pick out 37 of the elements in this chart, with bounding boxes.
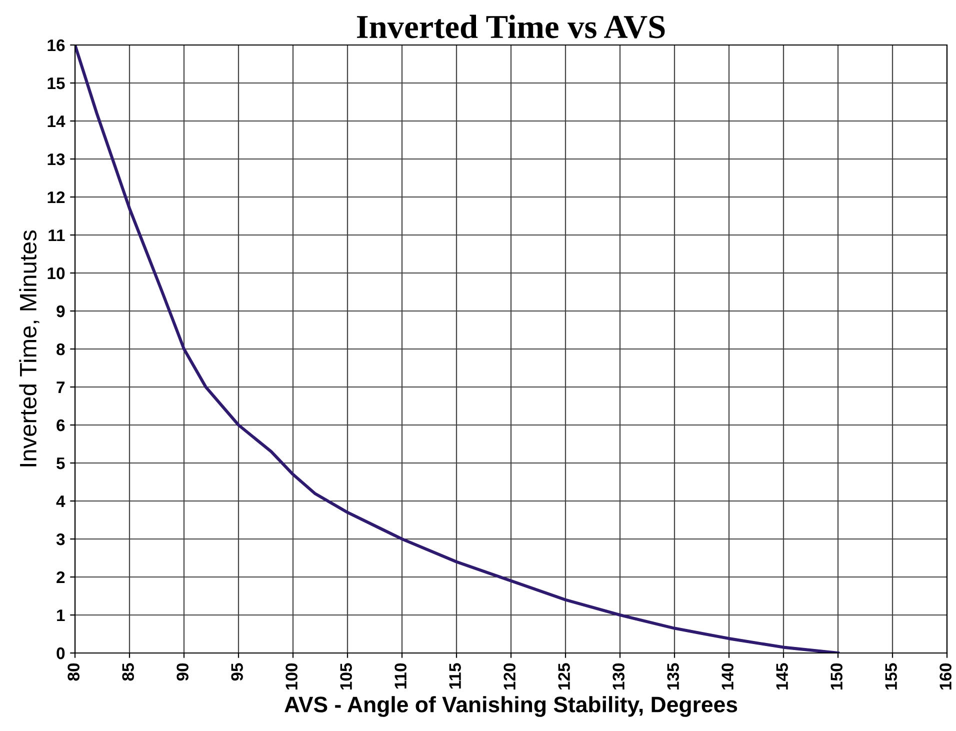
y-tick-label: 3 [56, 533, 65, 546]
y-axis-title: Inverted Time, Minutes [19, 230, 40, 466]
x-tick-label: 135 [667, 663, 679, 690]
y-tick-label: 8 [56, 343, 65, 356]
y-tick-label: 14 [48, 116, 66, 128]
x-tick-label: 130 [612, 663, 624, 690]
y-tick-label: 15 [48, 78, 65, 90]
y-tick-label: 11 [48, 230, 65, 242]
y-tick-label: 7 [56, 382, 65, 394]
y-tick-label: 13 [48, 153, 65, 166]
y-tick-label: 9 [56, 305, 65, 318]
y-tick-label: 4 [56, 496, 66, 508]
x-tick-label: 160 [940, 663, 952, 690]
x-tick-label: 105 [340, 663, 352, 690]
y-tick-label: 0 [56, 647, 65, 660]
x-tick-label: 100 [286, 663, 298, 690]
x-axis-title: AVS - Angle of Vanishing Stability, Degrees [284, 696, 738, 717]
x-tick-label: 145 [776, 663, 788, 690]
y-tick-label: 5 [56, 458, 65, 470]
y-tick-label: 6 [56, 419, 65, 432]
x-tick-label: 95 [231, 663, 243, 681]
y-tick-label: 1 [57, 610, 65, 622]
x-tick-label: 140 [722, 663, 734, 690]
chart-title: Inverted Time vs AVS [356, 14, 665, 38]
y-tick-label: 16 [48, 39, 65, 52]
x-tick-label: 110 [394, 663, 406, 689]
x-tick-label: 150 [830, 663, 842, 690]
x-tick-label: 80 [68, 663, 80, 681]
x-tick-label: 155 [885, 663, 897, 690]
x-tick-label: 115 [449, 663, 461, 689]
x-tick-label: 85 [122, 663, 134, 681]
y-tick-label: 12 [48, 191, 65, 204]
x-tick-label: 90 [176, 663, 188, 681]
x-tick-label: 125 [558, 663, 570, 690]
y-tick-label: 2 [56, 571, 65, 584]
y-tick-label: 10 [48, 267, 65, 280]
x-tick-label: 120 [504, 663, 516, 690]
